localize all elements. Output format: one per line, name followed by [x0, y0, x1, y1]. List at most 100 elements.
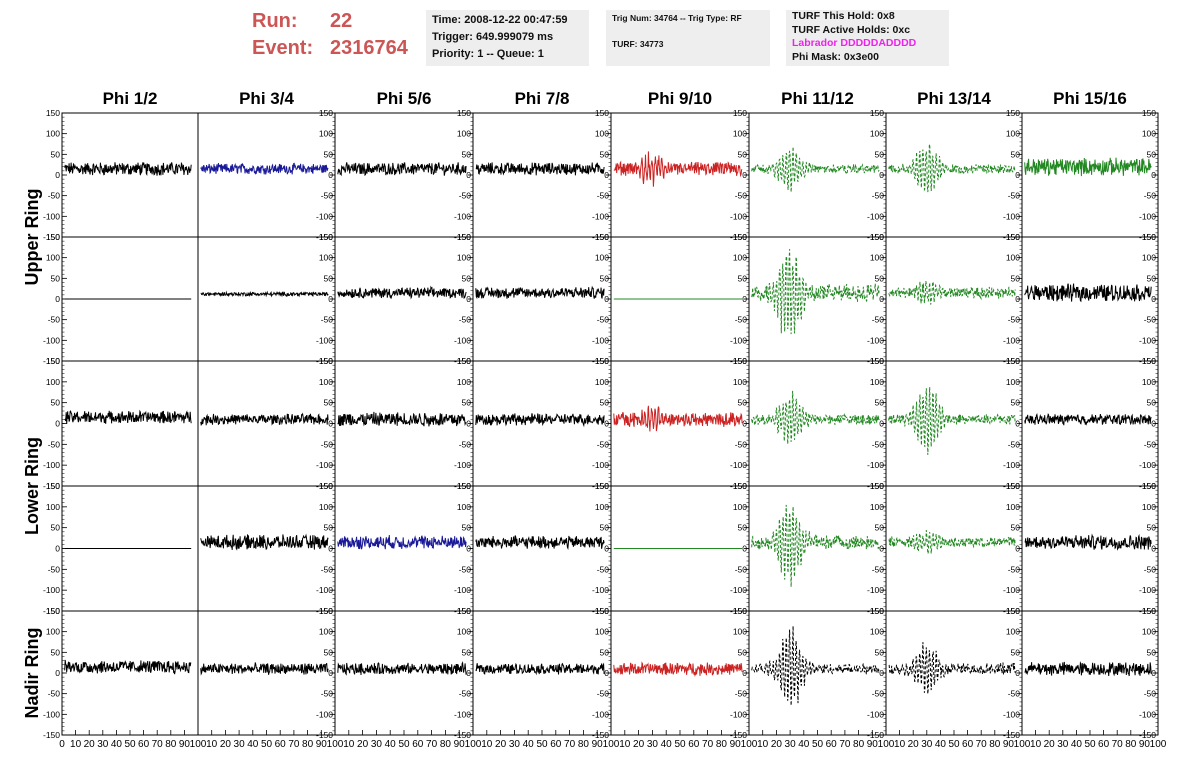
waveform-trace: [751, 504, 880, 587]
y-tick-label: -100: [1139, 335, 1156, 345]
x-tick-label: 60: [688, 739, 700, 750]
y-tick-label: 0: [742, 668, 747, 678]
x-tick-label: 10: [619, 739, 631, 750]
x-tick-label: 90: [316, 739, 328, 750]
waveform-trace: [613, 405, 743, 432]
x-tick-label: 10: [70, 739, 82, 750]
y-tick-label: 0: [604, 294, 609, 304]
y-tick-label: -50: [459, 439, 472, 449]
y-tick-label: 100: [733, 129, 747, 139]
y-tick-label: -100: [730, 709, 747, 719]
waveform-trace: [1024, 661, 1152, 677]
y-tick-label: -100: [454, 335, 471, 345]
y-tick-label: 150: [870, 606, 884, 616]
y-tick-label: 0: [466, 170, 471, 180]
y-tick-label: -100: [43, 335, 60, 345]
y-tick-label: -50: [597, 564, 610, 574]
y-tick-label: 50: [462, 647, 472, 657]
y-tick-label: -100: [730, 585, 747, 595]
waveform-trace: [64, 659, 192, 675]
y-tick-label: -100: [43, 585, 60, 595]
y-tick-label: 0: [879, 544, 884, 554]
y-tick-label: -150: [43, 730, 60, 740]
y-tick-label: 50: [462, 149, 472, 159]
x-tick-label: 60: [962, 739, 974, 750]
waveform-trace: [200, 662, 329, 676]
y-tick-label: -50: [872, 689, 885, 699]
y-tick-label: -50: [597, 191, 610, 201]
y-tick-label: 50: [600, 149, 610, 159]
y-tick-label: 50: [51, 647, 61, 657]
x-tick-label: 10: [1030, 739, 1042, 750]
y-tick-label: -150: [867, 730, 884, 740]
x-tick-label: 80: [302, 739, 314, 750]
x-tick-label: 10: [894, 739, 906, 750]
waveform-trace: [751, 625, 880, 706]
x-tick-label: 100: [603, 739, 620, 750]
x-tick-label: 60: [826, 739, 838, 750]
y-tick-label: 100: [46, 129, 60, 139]
y-tick-label: -100: [316, 335, 333, 345]
x-tick-label: 50: [948, 739, 960, 750]
panel-frame: [197, 112, 336, 238]
x-tick-label: 80: [578, 739, 590, 750]
x-tick-label: 10: [206, 739, 218, 750]
y-tick-label: 50: [324, 398, 334, 408]
y-tick-label: -50: [459, 689, 472, 699]
y-tick-label: -100: [592, 585, 609, 595]
y-tick-label: -100: [43, 709, 60, 719]
y-tick-label: 100: [46, 253, 60, 263]
y-tick-label: -50: [1144, 689, 1157, 699]
y-tick-label: -100: [454, 460, 471, 470]
y-tick-label: -150: [454, 730, 471, 740]
panel-frame: [885, 112, 1023, 238]
x-tick-label: 50: [812, 739, 824, 750]
y-tick-label: 100: [319, 377, 333, 387]
y-tick-label: 50: [600, 523, 610, 533]
x-tick-label: 40: [247, 739, 259, 750]
time-info-box: Time: 2008-12-22 00:47:59 Trigger: 649.9…: [426, 10, 589, 66]
y-tick-label: -150: [43, 606, 60, 616]
y-tick-label: -50: [1008, 315, 1021, 325]
y-tick-label: 50: [324, 647, 334, 657]
y-tick-label: -100: [1139, 211, 1156, 221]
y-tick-label: 100: [319, 627, 333, 637]
y-tick-label: 0: [328, 419, 333, 429]
phi-header: Phi 5/6: [377, 89, 432, 108]
y-tick-label: 150: [457, 232, 471, 242]
x-tick-label: 40: [798, 739, 810, 750]
y-tick-label: 50: [324, 523, 334, 533]
waveform-trace: [1024, 412, 1152, 426]
x-tick-label: 50: [1084, 739, 1096, 750]
y-tick-label: 50: [51, 523, 61, 533]
event-row: Event: 2316764: [252, 35, 408, 62]
x-tick-label: 20: [633, 739, 645, 750]
x-tick-label: 50: [124, 739, 136, 750]
y-tick-label: 100: [319, 253, 333, 263]
y-tick-label: 150: [1142, 481, 1156, 491]
y-tick-label: -50: [1144, 315, 1157, 325]
x-tick-label: 50: [536, 739, 548, 750]
waveform-trace: [475, 662, 605, 676]
y-tick-label: -150: [316, 730, 333, 740]
turf-text: TURF: 34773: [612, 39, 664, 49]
y-tick-label: 100: [733, 253, 747, 263]
y-tick-label: 100: [319, 129, 333, 139]
waveform-trace: [475, 535, 605, 551]
x-tick-label: 40: [935, 739, 947, 750]
waveform-trace: [475, 162, 605, 176]
y-tick-label: 150: [870, 108, 884, 118]
y-tick-label: 0: [1015, 294, 1020, 304]
panel-frame: [472, 485, 612, 612]
y-tick-label: 150: [870, 232, 884, 242]
x-tick-label: 90: [1003, 739, 1015, 750]
y-tick-label: -50: [321, 564, 334, 574]
x-tick-label: 100: [327, 739, 344, 750]
y-tick-label: -50: [48, 564, 61, 574]
turf-this-hold-text: TURF This Hold: 0x8: [792, 10, 895, 22]
waveform-trace: [475, 285, 605, 300]
y-tick-label: 0: [742, 544, 747, 554]
y-tick-label: -50: [459, 315, 472, 325]
x-tick-label: 80: [1125, 739, 1137, 750]
y-tick-label: 50: [738, 398, 748, 408]
